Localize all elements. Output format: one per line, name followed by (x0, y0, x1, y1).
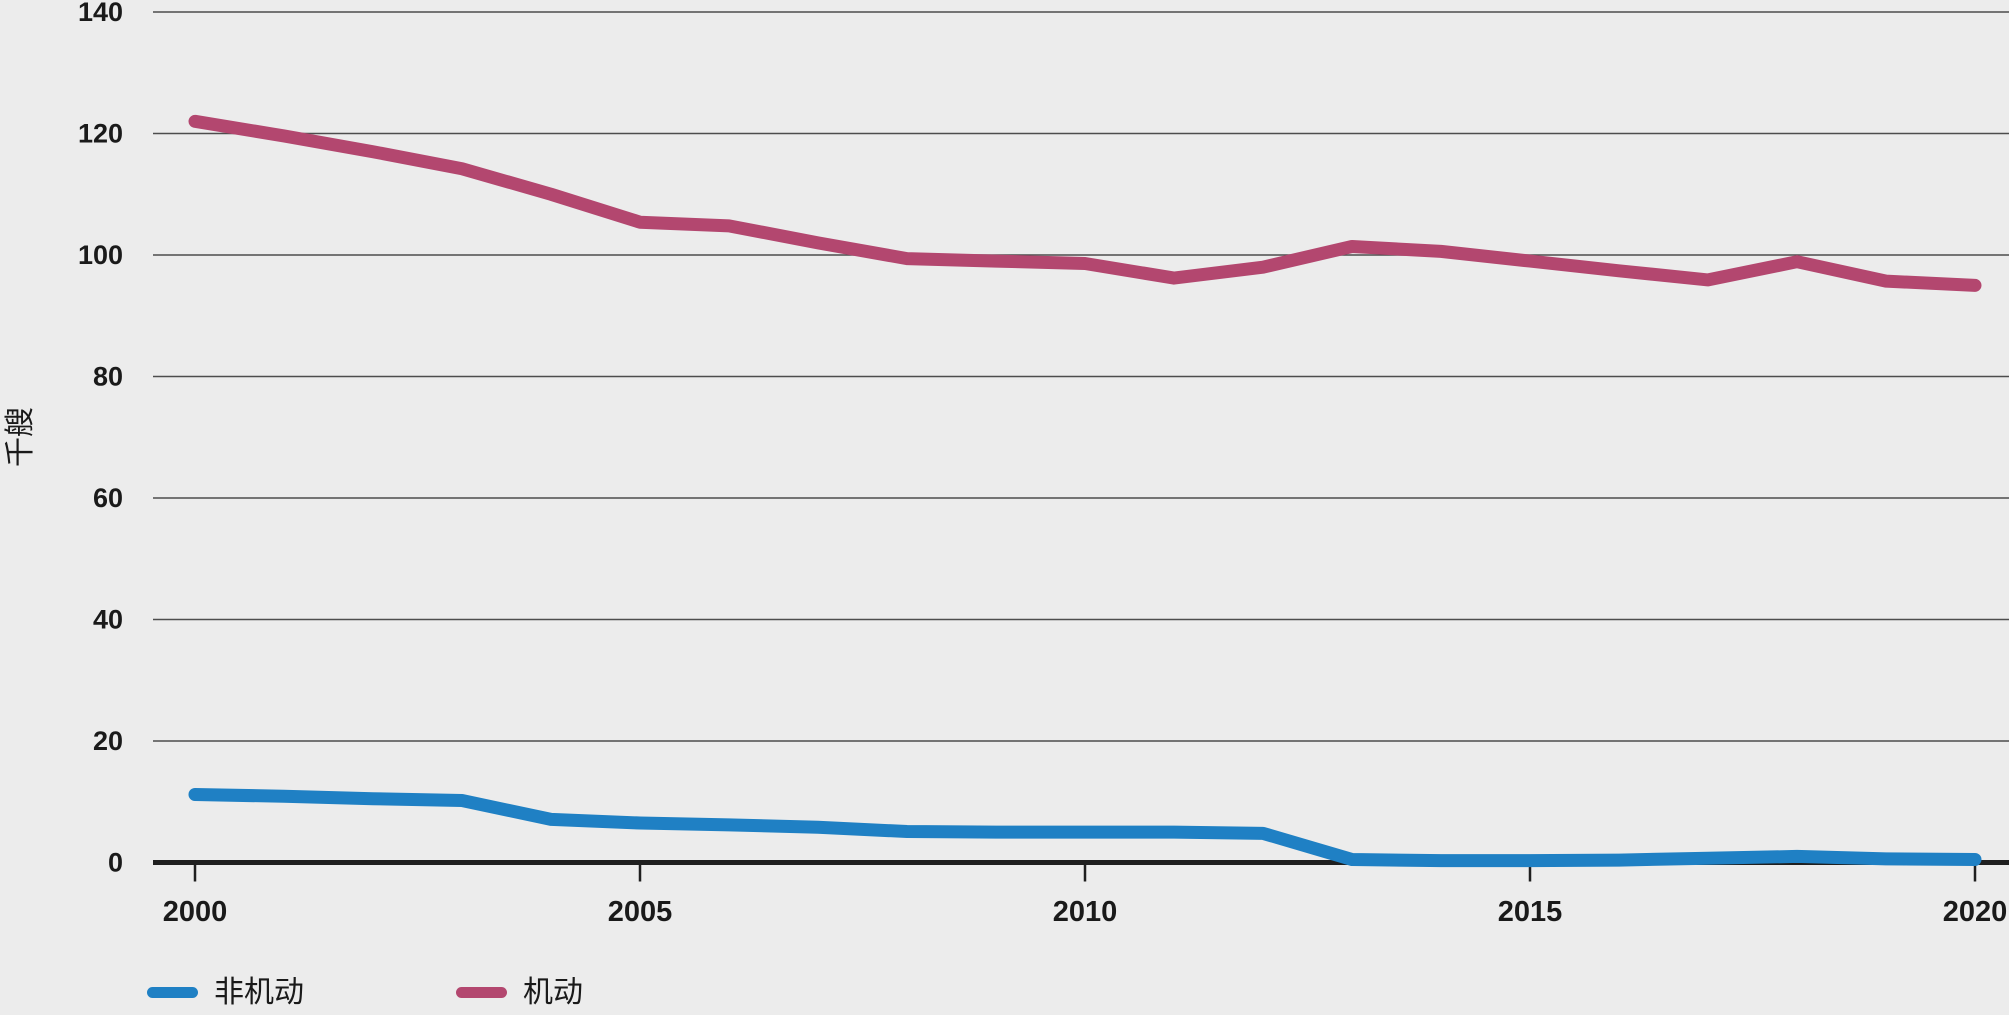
x-tick-label: 2020 (1943, 896, 2008, 928)
chart-legend: 非机动 机动 (147, 976, 583, 1008)
x-tick-label: 2015 (1498, 896, 1563, 928)
motorized-series-line (188, 114, 1982, 292)
x-tick-label: 2010 (1053, 896, 1118, 928)
x-tick-label: 2005 (608, 896, 673, 928)
y-tick-label: 100 (78, 240, 123, 270)
legend-item-nonmotorized: 非机动 (147, 976, 304, 1008)
motorized-series-swatch (456, 986, 507, 998)
y-tick-label: 60 (93, 483, 123, 513)
y-tick-label: 140 (78, 0, 123, 27)
y-axis-title: 千艘 (4, 407, 37, 467)
y-tick-label: 80 (93, 362, 123, 392)
y-tick-label: 120 (78, 119, 123, 149)
nonmotorized-series-line (188, 787, 1982, 868)
x-tick-label: 2000 (163, 896, 228, 928)
y-tick-label: 0 (108, 848, 123, 878)
y-tick-label: 40 (93, 605, 123, 635)
y-tick-label: 20 (93, 726, 123, 756)
nonmotorized-series-swatch (147, 986, 198, 998)
legend-label-motorized: 机动 (523, 976, 583, 1009)
legend-label-nonmotorized: 非机动 (214, 976, 304, 1009)
legend-item-motorized: 机动 (456, 976, 583, 1008)
